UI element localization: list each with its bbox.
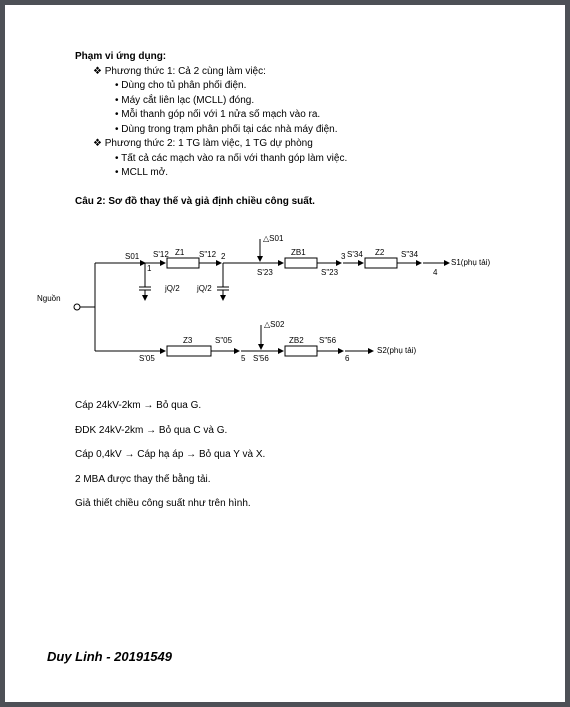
svg-text:S"05: S"05 [215,336,233,345]
note-5: Giả thiết chiều công suất như trên hình. [75,497,533,512]
method-1-items: Dùng cho tủ phân phối điện. Máy cắt liên… [93,79,533,137]
footer-author: Duy Linh - 20191549 [47,649,172,664]
content: Phạm vi ứng dụng: Phương thức 1: Cả 2 cù… [75,50,533,522]
svg-text:Z2: Z2 [375,248,385,257]
m1-i4: Dùng trong trạm phân phối tại các nhà má… [115,123,533,138]
m1-i3: Mỗi thanh góp nối với 1 nửa số mạch vào … [115,108,533,123]
svg-text:Z1: Z1 [175,248,185,257]
svg-text:S'34: S'34 [347,250,363,259]
section-2-title: Câu 2: Sơ đồ thay thế và giả định chiều … [75,195,533,210]
method-2: Phương thức 2: 1 TG làm việc, 1 TG dự ph… [93,137,533,181]
svg-text:S"34: S"34 [401,250,419,259]
svg-text:2: 2 [221,252,226,261]
power-diagram: Nguồn S01 1 S'12 Z1 S"12 [35,227,515,377]
notes: Cáp 24kV-2km → Bỏ qua G. ĐDK 24kV-2km → … [75,399,533,512]
svg-text:S"12: S"12 [199,250,217,259]
svg-text:S"56: S"56 [319,336,337,345]
method-2-title: Phương thức 2: 1 TG làm việc, 1 TG dự ph… [105,138,313,149]
svg-text:S'56: S'56 [253,354,269,363]
svg-text:△S01: △S01 [263,234,284,243]
m2-i2: MCLL mở. [115,166,533,181]
methods-list: Phương thức 1: Cả 2 cùng làm việc: Dùng … [75,65,533,181]
svg-text:jQ/2: jQ/2 [196,284,212,293]
note-4: 2 MBA được thay thế bằng tải. [75,473,533,488]
section-title: Phạm vi ứng dụng: [75,50,533,65]
svg-text:S"23: S"23 [321,268,339,277]
svg-text:jQ/2: jQ/2 [164,284,180,293]
svg-text:5: 5 [241,354,246,363]
svg-text:Z3: Z3 [183,336,193,345]
method-1: Phương thức 1: Cả 2 cùng làm việc: Dùng … [93,65,533,138]
svg-text:△S02: △S02 [264,320,285,329]
svg-text:S01: S01 [125,252,140,261]
svg-text:1: 1 [147,264,152,273]
m1-i1: Dùng cho tủ phân phối điện. [115,79,533,94]
m1-i2: Máy cắt liên lạc (MCLL) đóng. [115,94,533,109]
svg-text:3: 3 [341,252,346,261]
svg-text:4: 4 [433,268,438,277]
method-2-items: Tất cả các mạch vào ra nối với thanh góp… [93,152,533,181]
svg-text:6: 6 [345,354,350,363]
label-source: Nguồn [37,294,61,303]
svg-text:S2(phụ tải): S2(phụ tải) [377,346,416,355]
method-1-title: Phương thức 1: Cả 2 cùng làm việc: [105,66,266,77]
svg-text:S'05: S'05 [139,354,155,363]
page: Phạm vi ứng dụng: Phương thức 1: Cả 2 cù… [5,5,565,702]
m2-i1: Tất cả các mạch vào ra nối với thanh góp… [115,152,533,167]
note-2: ĐDK 24kV-2km → Bỏ qua C và G. [75,424,533,439]
svg-text:S'23: S'23 [257,268,273,277]
svg-text:ZB2: ZB2 [289,336,304,345]
svg-text:ZB1: ZB1 [291,248,306,257]
svg-text:S1(phụ tải): S1(phụ tải) [451,258,490,267]
note-3: Cáp 0,4kV → Cáp hạ áp → Bỏ qua Y và X. [75,448,533,463]
note-1: Cáp 24kV-2km → Bỏ qua G. [75,399,533,414]
